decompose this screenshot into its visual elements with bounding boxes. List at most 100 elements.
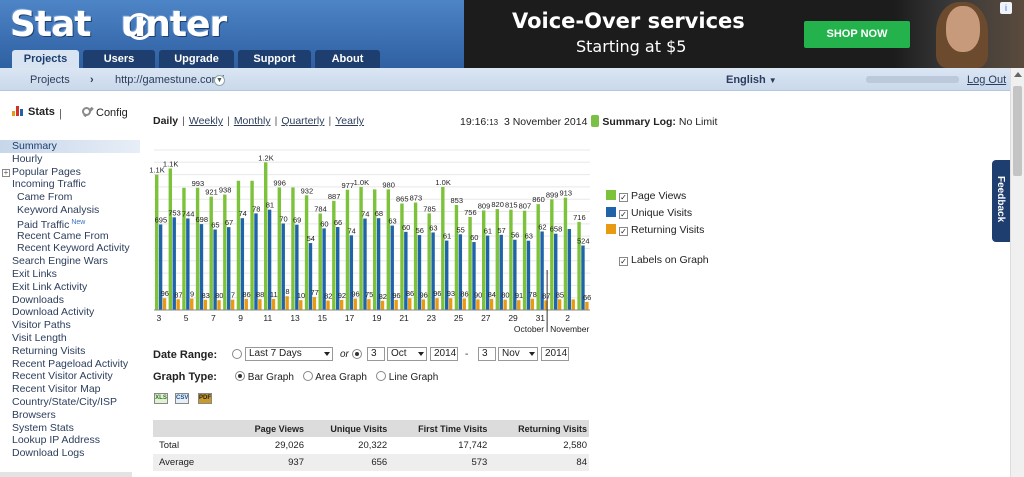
area-graph-radio[interactable] [303, 371, 313, 381]
project-url[interactable]: http://gamestune.com/ [115, 74, 224, 86]
preset-range-select[interactable]: Last 7 Days [245, 347, 333, 361]
sidebar-item-download-activity[interactable]: Download Activity [0, 306, 140, 319]
ad-banner[interactable]: Voice-Over services Starting at $5 SHOP … [464, 0, 1024, 68]
to-day-input[interactable]: 3 [478, 347, 496, 361]
line-graph-option[interactable]: Line Graph [376, 371, 438, 383]
page-views-checkbox[interactable]: ✓ [619, 193, 628, 202]
data-label: 69 [293, 216, 301, 225]
sidebar-item-keyword-analysis[interactable]: Keyword Analysis [0, 204, 140, 217]
scroll-up-icon[interactable] [1014, 72, 1022, 77]
header-cell: First Time Visits [389, 420, 490, 437]
sidebar-item-returning-visits[interactable]: Returning Visits [0, 345, 140, 358]
tab-support[interactable]: Support [238, 50, 311, 68]
from-day-input[interactable]: 3 [367, 347, 385, 361]
area-graph-label: Area Graph [315, 372, 367, 383]
data-label: 85 [556, 290, 564, 299]
sidebar-item-hourly[interactable]: Hourly [0, 153, 140, 166]
ad-shop-now-button[interactable]: SHOP NOW [804, 21, 910, 48]
period-yearly[interactable]: Yearly [335, 115, 365, 127]
line-graph-radio[interactable] [376, 371, 386, 381]
labels-on-graph-option[interactable]: ✓ Labels on Graph [606, 252, 709, 269]
custom-range-radio[interactable] [352, 349, 362, 359]
sidebar-item-label: System Stats [12, 421, 74, 434]
sidebar-item-country-state-city-isp[interactable]: Country/State/City/ISP [0, 396, 140, 409]
sidebar-item-label: Visit Length [12, 331, 67, 344]
period-weekly[interactable]: Weekly [188, 115, 224, 127]
breadcrumb-projects[interactable]: Projects [30, 74, 70, 86]
bar-graph-option[interactable]: Bar Graph [235, 371, 294, 383]
config-link[interactable]: Config [82, 106, 128, 119]
sidebar-item-recent-came-from[interactable]: Recent Came From [0, 230, 140, 243]
tab-projects[interactable]: Projects [12, 50, 79, 68]
sidebar-item-summary[interactable]: Summary [0, 140, 140, 153]
bar-unique-visits [540, 231, 544, 310]
bar-returning-visits [176, 299, 180, 310]
stats-link[interactable]: Stats [12, 106, 55, 118]
sidebar-item-recent-pageload-activity[interactable]: Recent Pageload Activity [0, 358, 140, 371]
legend-returning-visits[interactable]: ✓ Returning Visits [606, 222, 709, 239]
sidebar-item-visitor-paths[interactable]: Visitor Paths [0, 319, 140, 332]
export-pdf-icon[interactable]: PDF [198, 393, 212, 404]
export-xls-icon[interactable]: XLS [154, 393, 168, 404]
unique-visits-checkbox[interactable]: ✓ [619, 210, 628, 219]
data-label: 853 [450, 196, 463, 205]
legend-page-views[interactable]: ✓ Page Views [606, 188, 709, 205]
bar-unique-visits [390, 225, 394, 310]
sidebar-item-incoming-traffic[interactable]: Incoming Traffic [0, 178, 140, 191]
project-select-chevron-icon[interactable]: ▼ [214, 75, 225, 86]
sidebar-item-search-engine-wars[interactable]: Search Engine Wars [0, 255, 140, 268]
sidebar-item-download-logs[interactable]: Download Logs [0, 447, 140, 460]
from-month-select[interactable]: Oct [387, 347, 427, 361]
tab-users[interactable]: Users [83, 50, 155, 68]
sidebar-item-lookup-ip-address[interactable]: Lookup IP Address [0, 434, 140, 447]
bar-unique-visits [349, 235, 354, 310]
labels-on-graph-checkbox[interactable]: ✓ [619, 257, 628, 266]
page-scrollbar[interactable] [1010, 68, 1024, 477]
sidebar-item-came-from[interactable]: Came From [0, 191, 140, 204]
to-year-input[interactable]: 2014 [541, 347, 569, 361]
sidebar-item-recent-visitor-map[interactable]: Recent Visitor Map [0, 383, 140, 396]
table-cell: 656 [305, 454, 390, 471]
sidebar-item-recent-visitor-activity[interactable]: Recent Visitor Activity [0, 370, 140, 383]
sidebar-item-visit-length[interactable]: Visit Length [0, 332, 140, 345]
sidebar-item-paid-traffic[interactable]: Paid Traffic New [0, 217, 140, 231]
bar-unique-visits [322, 228, 326, 310]
statcounter-logo[interactable]: Stat unter [10, 4, 227, 45]
period-monthly[interactable]: Monthly [233, 115, 271, 127]
bar-graph-radio[interactable] [235, 371, 245, 381]
bar-unique-visits [172, 217, 176, 310]
scroll-thumb[interactable] [1013, 86, 1022, 176]
tab-about[interactable]: About [315, 50, 380, 68]
legend-unique-visits[interactable]: ✓ Unique Visits [606, 205, 709, 222]
x-tick-label: 25 [454, 313, 464, 323]
from-year-input[interactable]: 2014 [430, 347, 458, 361]
period-daily[interactable]: Daily [153, 115, 179, 127]
returning-visits-checkbox[interactable]: ✓ [619, 227, 628, 236]
data-label: 78 [529, 290, 537, 299]
sidebar-item-system-stats[interactable]: System Stats [0, 422, 140, 435]
data-label: 96 [420, 290, 428, 299]
sidebar-item-exit-link-activity[interactable]: Exit Link Activity [0, 281, 140, 294]
preset-range-radio[interactable] [232, 349, 242, 359]
to-month-select[interactable]: Nov [498, 347, 538, 361]
sidebar-item-browsers[interactable]: Browsers [0, 409, 140, 422]
period-quarterly[interactable]: Quarterly [281, 115, 325, 127]
bar-unique-visits [417, 235, 422, 310]
sidebar-item-exit-links[interactable]: Exit Links [0, 268, 140, 281]
tab-upgrade[interactable]: Upgrade [159, 50, 234, 68]
returning-visits-label: Returning Visits [631, 224, 705, 236]
area-graph-option[interactable]: Area Graph [303, 371, 367, 383]
x-tick-label: 23 [427, 313, 437, 323]
summary-table: Page Views Unique Visits First Time Visi… [153, 420, 589, 471]
bar-page-views [563, 197, 568, 310]
language-select[interactable]: English ▼ [726, 74, 777, 86]
feedback-tab[interactable]: Feedback [992, 160, 1010, 242]
sidebar-item-downloads[interactable]: Downloads [0, 294, 140, 307]
ad-info-icon[interactable]: i [1000, 2, 1012, 14]
sidebar-item-recent-keyword-activity[interactable]: Recent Keyword Activity [0, 242, 140, 255]
export-csv-icon[interactable]: CSV [175, 393, 189, 404]
sidebar-horizontal-scrollbar[interactable] [0, 472, 132, 477]
expand-plus-icon[interactable]: + [2, 167, 10, 177]
logout-link[interactable]: Log Out [967, 74, 1007, 86]
sidebar-item-popular-pages[interactable]: + Popular Pages [0, 166, 140, 179]
